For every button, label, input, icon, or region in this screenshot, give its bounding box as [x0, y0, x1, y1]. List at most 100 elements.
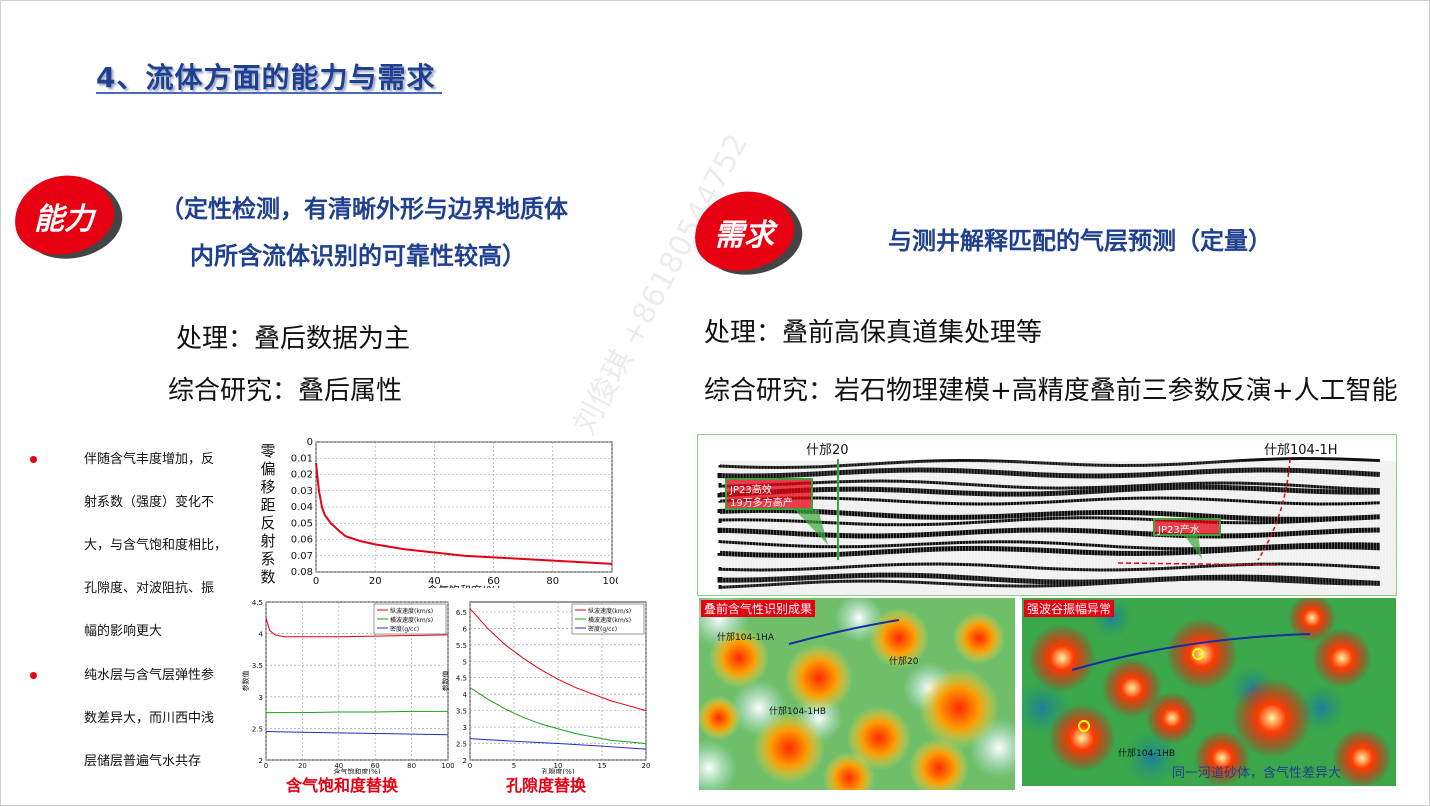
bullet-line: 伴随含气丰度增加，反	[84, 452, 215, 467]
seismic-trace	[1294, 460, 1297, 595]
seismic-trace	[844, 460, 847, 595]
seismic-trace	[1018, 460, 1021, 595]
page-title: 4、流体方面的能力与需求	[96, 61, 436, 94]
demand-processing: 处理：叠前高保真道集处理等	[704, 318, 1043, 348]
seismic-trace	[976, 460, 979, 595]
seismic-trace	[1135, 460, 1138, 595]
seismic-trace	[838, 460, 841, 595]
y-tick-label: 2	[463, 757, 467, 765]
y-axis-label: 参数值	[242, 671, 250, 692]
seismic-trace	[1282, 460, 1285, 595]
series-line	[469, 687, 647, 745]
seismic-trace	[1147, 460, 1150, 595]
seismic-trace	[1306, 460, 1309, 595]
y-tick-label: 6	[463, 625, 468, 633]
seismic-svg	[698, 435, 1396, 595]
x-axis-label: 孔隙度(%)	[541, 767, 574, 774]
seismic-trace	[922, 460, 925, 595]
saturation-caption: 含气饱和度替换	[286, 776, 399, 795]
seismic-trace	[835, 460, 838, 595]
y-axis-label-char: 系	[260, 550, 275, 568]
x-tick-label: 0	[468, 762, 472, 770]
seismic-trace	[1030, 460, 1033, 595]
x-tick-label: 60	[371, 762, 380, 770]
y-tick-label: 0.05	[291, 518, 313, 529]
seismic-trace	[1267, 460, 1270, 595]
map-texture	[699, 740, 737, 790]
seismic-trace	[1093, 460, 1096, 595]
chart-svg: 0 20 40 60 80 100 0 0.01 0.02 0.03 0.04 0.05 0.06 0.0…	[260, 438, 618, 588]
seismic-trace	[985, 460, 988, 595]
seismic-trace	[1099, 460, 1102, 595]
seismic-trace	[1339, 460, 1342, 595]
seismic-trace	[988, 460, 991, 595]
seismic-trace	[1051, 460, 1054, 595]
saturation-substitution-chart: 0 20 40 60 80 100 2 2.5 3 3.5 4 4.5 含气饱和度(%) 参数值 纵波速度(…	[242, 598, 454, 774]
ability-badge: 能力	[6, 166, 130, 268]
seismic-trace	[862, 460, 865, 595]
map1-label: 叠前含气性识别成果	[701, 600, 816, 617]
seismic-trace	[847, 460, 850, 595]
map2-label: 强波谷振幅异常	[1024, 600, 1115, 617]
seismic-trace	[1129, 460, 1132, 595]
seismic-trace	[1132, 460, 1135, 595]
bullet-line: 幅的影响更大	[84, 624, 163, 639]
series-line	[266, 710, 448, 714]
seismic-trace	[1021, 460, 1024, 595]
seismic-trace	[1297, 460, 1300, 595]
seismic-trace	[1150, 460, 1153, 595]
seismic-trace	[1393, 460, 1396, 595]
seismic-reflector	[718, 496, 1381, 506]
seismic-trace	[823, 460, 826, 595]
seismic-well1-label: 什邡20	[806, 443, 849, 458]
bullet-text: 纯水层与含气层弹性参 数差异大，而川西中浅 层储层普遍气水共存	[84, 654, 214, 783]
seismic-trace	[1333, 460, 1336, 595]
seismic-trace	[841, 460, 844, 595]
seismic-reflector	[718, 577, 1381, 589]
map-texture	[953, 612, 1005, 664]
seismic-trace	[955, 460, 958, 595]
seismic-trace	[973, 460, 976, 595]
x-tick-label: 80	[407, 762, 416, 770]
seismic-trace	[1024, 460, 1027, 595]
y-tick-label: 3	[259, 694, 263, 702]
seismic-trace	[850, 460, 853, 595]
seismic-trace	[1366, 460, 1369, 595]
seismic-trace	[925, 460, 928, 595]
map-texture	[1146, 692, 1198, 744]
seismic-trace	[1042, 460, 1045, 595]
seismic-trace	[1117, 460, 1120, 595]
seismic-trace	[1012, 460, 1015, 595]
seismic-trace	[1141, 460, 1144, 595]
seismic-trace	[997, 460, 1000, 595]
y-tick-label: 2	[259, 757, 263, 765]
seismic-trace	[1234, 460, 1237, 595]
seismic-trace	[1375, 460, 1378, 595]
ability-heading-line2: 内所含流体识别的可靠性较高）	[190, 242, 526, 270]
seismic-trace	[832, 460, 835, 595]
y-tick-label: 4	[259, 631, 264, 639]
y-tick-label: 0.06	[291, 535, 313, 546]
y-axis-label: 参数值	[441, 671, 450, 692]
seismic-trace	[964, 460, 967, 595]
y-tick-label: 0.03	[291, 486, 313, 497]
callout-1-line1: JP23高效	[730, 485, 772, 496]
y-tick-label: 0.01	[291, 453, 313, 464]
map-texture	[823, 752, 875, 790]
seismic-trace	[1318, 460, 1321, 595]
seismic-trace	[958, 460, 961, 595]
y-tick-label: 5	[463, 658, 467, 666]
seismic-trace	[1105, 460, 1108, 595]
map-texture	[1102, 658, 1162, 718]
seismic-trace	[1036, 460, 1039, 595]
map2-svg	[1022, 598, 1396, 786]
seismic-trace	[1324, 460, 1327, 595]
seismic-trace	[1069, 460, 1072, 595]
ability-processing: 处理：叠后数据为主	[176, 324, 411, 354]
map1-well-label: 什邡104-1HA	[717, 633, 775, 643]
gas-identification-map: 叠前含气性识别成果 什邡104-1HA 什邡20 什邡104-1HB	[699, 598, 1015, 790]
seismic-trace	[1351, 460, 1354, 595]
seismic-trace	[946, 460, 949, 595]
seismic-trace	[1345, 460, 1348, 595]
y-tick-label: 2.5	[456, 741, 467, 749]
